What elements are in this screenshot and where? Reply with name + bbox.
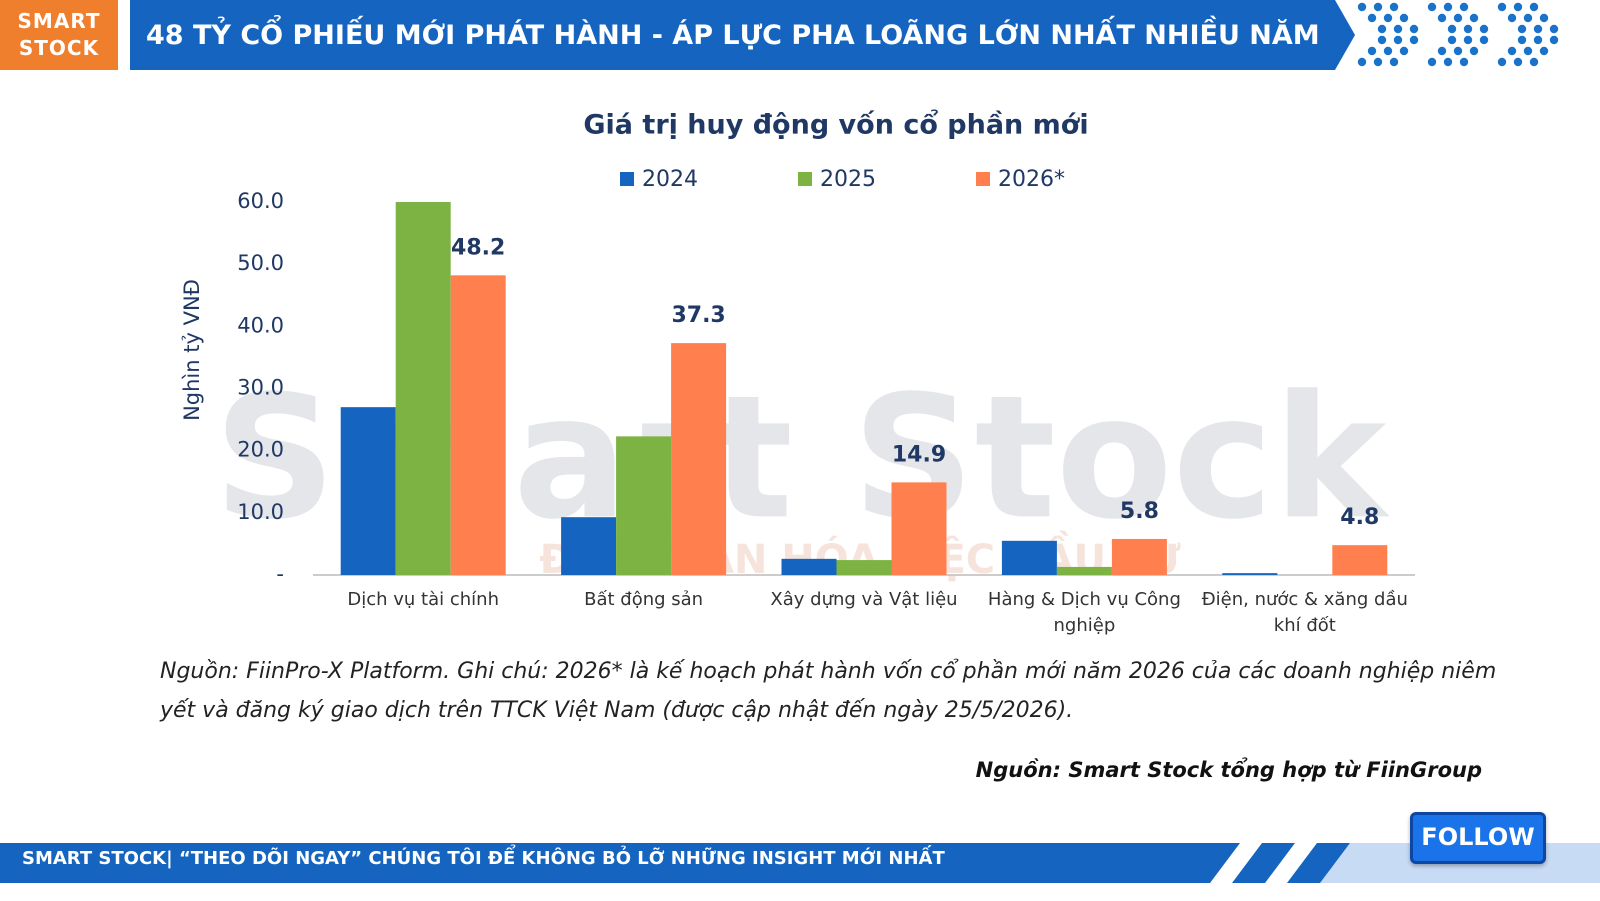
bar	[1332, 545, 1388, 575]
y-axis-label: Nghìn tỷ VNĐ	[180, 279, 204, 421]
data-label: 4.8	[1340, 505, 1379, 530]
data-label: 37.3	[671, 303, 725, 328]
x-tick-label: Điện, nước & xăng dầu khí đốt	[1201, 589, 1408, 636]
legend-swatch	[620, 172, 634, 186]
legend-label: 2026*	[998, 167, 1065, 192]
y-tick-label: 20.0	[237, 438, 284, 462]
legend-label: 2024	[642, 167, 698, 192]
chart-title: Giá trị huy động vốn cổ phần mới	[583, 108, 1088, 141]
bar	[561, 517, 617, 575]
bar	[671, 343, 727, 575]
follow-button[interactable]: FOLLOW	[1410, 812, 1546, 864]
bar	[616, 436, 672, 575]
legend-swatch	[976, 172, 990, 186]
bar	[836, 560, 892, 575]
y-tick-label: 40.0	[237, 313, 284, 337]
bar	[891, 482, 947, 575]
y-tick-label: -	[276, 562, 284, 586]
bar	[781, 558, 837, 575]
x-tick-label: Bất động sản	[584, 589, 704, 610]
bar	[1222, 573, 1278, 575]
source: Nguồn: Smart Stock tổng hợp từ FiinGroup	[975, 758, 1482, 782]
legend-swatch	[798, 172, 812, 186]
data-label: 48.2	[451, 235, 505, 260]
note: Nguồn: FiinPro-X Platform. Ghi chú: 2026…	[160, 659, 1497, 723]
bar	[1056, 566, 1112, 575]
y-tick-label: 60.0	[237, 189, 284, 213]
y-tick-label: 30.0	[237, 376, 284, 400]
x-tick-label: Hàng & Dịch vụ Công nghiệp	[987, 589, 1181, 636]
y-tick-label: 10.0	[237, 500, 284, 524]
bar	[340, 407, 396, 575]
bar	[1001, 540, 1057, 575]
footer-text: SMART STOCK| “THEO DÕI NGAY” CHÚNG TÔI Đ…	[22, 848, 945, 869]
bar	[395, 202, 451, 575]
bar	[1111, 538, 1167, 575]
x-tick-label: Xây dựng và Vật liệu	[770, 589, 958, 610]
bar	[450, 275, 506, 575]
header-title: 48 TỶ CỔ PHIẾU MỚI PHÁT HÀNH - ÁP LỰC PH…	[146, 20, 1320, 51]
data-label: 5.8	[1120, 499, 1159, 524]
logo: SMART STOCK	[0, 0, 118, 70]
y-tick-label: 50.0	[237, 251, 284, 275]
legend-label: 2025	[820, 167, 876, 192]
x-tick-label: Dịch vụ tài chính	[347, 589, 499, 610]
data-label: 14.9	[892, 442, 946, 467]
